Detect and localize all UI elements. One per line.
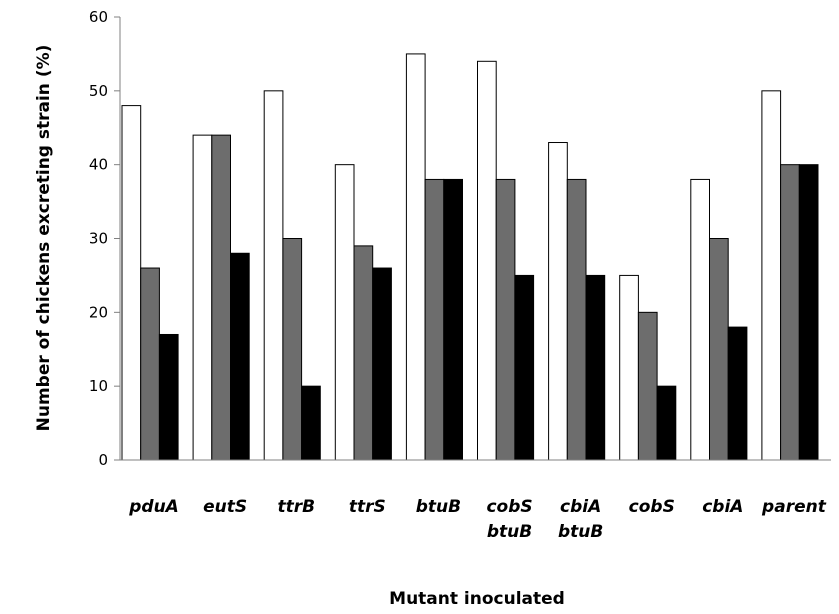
y-tick-label: 30 [89, 230, 108, 248]
bar-btuB-series-3 [443, 178, 463, 461]
y-tick-label: 40 [89, 156, 108, 174]
bar-cbiA-btuB-series-3 [585, 274, 606, 461]
bar-cbiA-series-2 [709, 238, 729, 461]
bar-cbiA-btuB-series-1 [548, 142, 568, 461]
x-category-label: cbiA [702, 497, 743, 517]
bar-pduA-series-3 [158, 333, 179, 461]
bar-cobS-series-1 [619, 274, 639, 461]
bar-cobS-series-3 [656, 385, 677, 461]
x-category-label: cobS [486, 497, 532, 517]
bar-ttrS-series-2 [353, 245, 374, 461]
x-category-label: ttrS [349, 497, 386, 517]
y-tick-label: 50 [89, 82, 108, 100]
y-tick-label: 10 [89, 377, 108, 395]
y-tick-label: 60 [89, 8, 108, 26]
bar-pduA-series-1 [121, 105, 142, 461]
x-category-label: btuB [558, 522, 603, 542]
x-category-label: cbiA [560, 497, 601, 517]
bar-eutS-series-3 [230, 252, 250, 461]
bar-parent-series-3 [798, 164, 819, 461]
bar-parent-series-2 [780, 164, 800, 461]
x-category-label: btuB [416, 497, 461, 517]
x-category-label: btuB [487, 522, 532, 542]
bar-ttrS-series-1 [334, 164, 355, 461]
bar-cobS-btuB-series-2 [495, 178, 516, 461]
y-axis-ticks: 0 10 20 30 40 50 60 [89, 8, 120, 469]
bar-eutS-series-1 [192, 134, 213, 461]
bar-cobS-btuB-series-1 [477, 60, 497, 461]
bar-eutS-series-2 [211, 134, 232, 461]
y-tick-label: 0 [98, 451, 108, 469]
x-category-label: parent [761, 497, 827, 517]
bar-cbiA-btuB-series-2 [566, 178, 587, 461]
bar-ttrS-series-3 [372, 267, 392, 461]
x-axis-labels: pduA eutS ttrB ttrS btuB cobS btuB cbiA btuB cobS… [128, 497, 826, 542]
x-category-label: cobS [629, 497, 675, 517]
bar-cbiA-series-3 [727, 326, 748, 461]
bar-btuB-series-1 [405, 53, 426, 461]
bar-ttrB-series-2 [282, 238, 303, 461]
bar-parent-series-1 [761, 90, 782, 461]
bars [121, 53, 819, 461]
bar-ttrB-series-3 [301, 385, 321, 461]
bar-cobS-btuB-series-3 [514, 274, 535, 461]
bar-btuB-series-2 [424, 178, 445, 461]
bar-ttrB-series-1 [263, 90, 284, 461]
y-tick-label: 20 [89, 303, 108, 321]
x-axis-title: Mutant inoculated [389, 589, 565, 609]
bar-cbiA-series-1 [690, 178, 710, 461]
bar-pduA-series-2 [140, 267, 160, 461]
x-category-label: eutS [203, 497, 247, 517]
bar-cobS-series-2 [637, 311, 658, 461]
y-axis-title: Number of chickens excreting strain (%) [34, 45, 54, 432]
x-category-label: pduA [128, 497, 179, 517]
x-category-label: ttrB [277, 497, 315, 517]
